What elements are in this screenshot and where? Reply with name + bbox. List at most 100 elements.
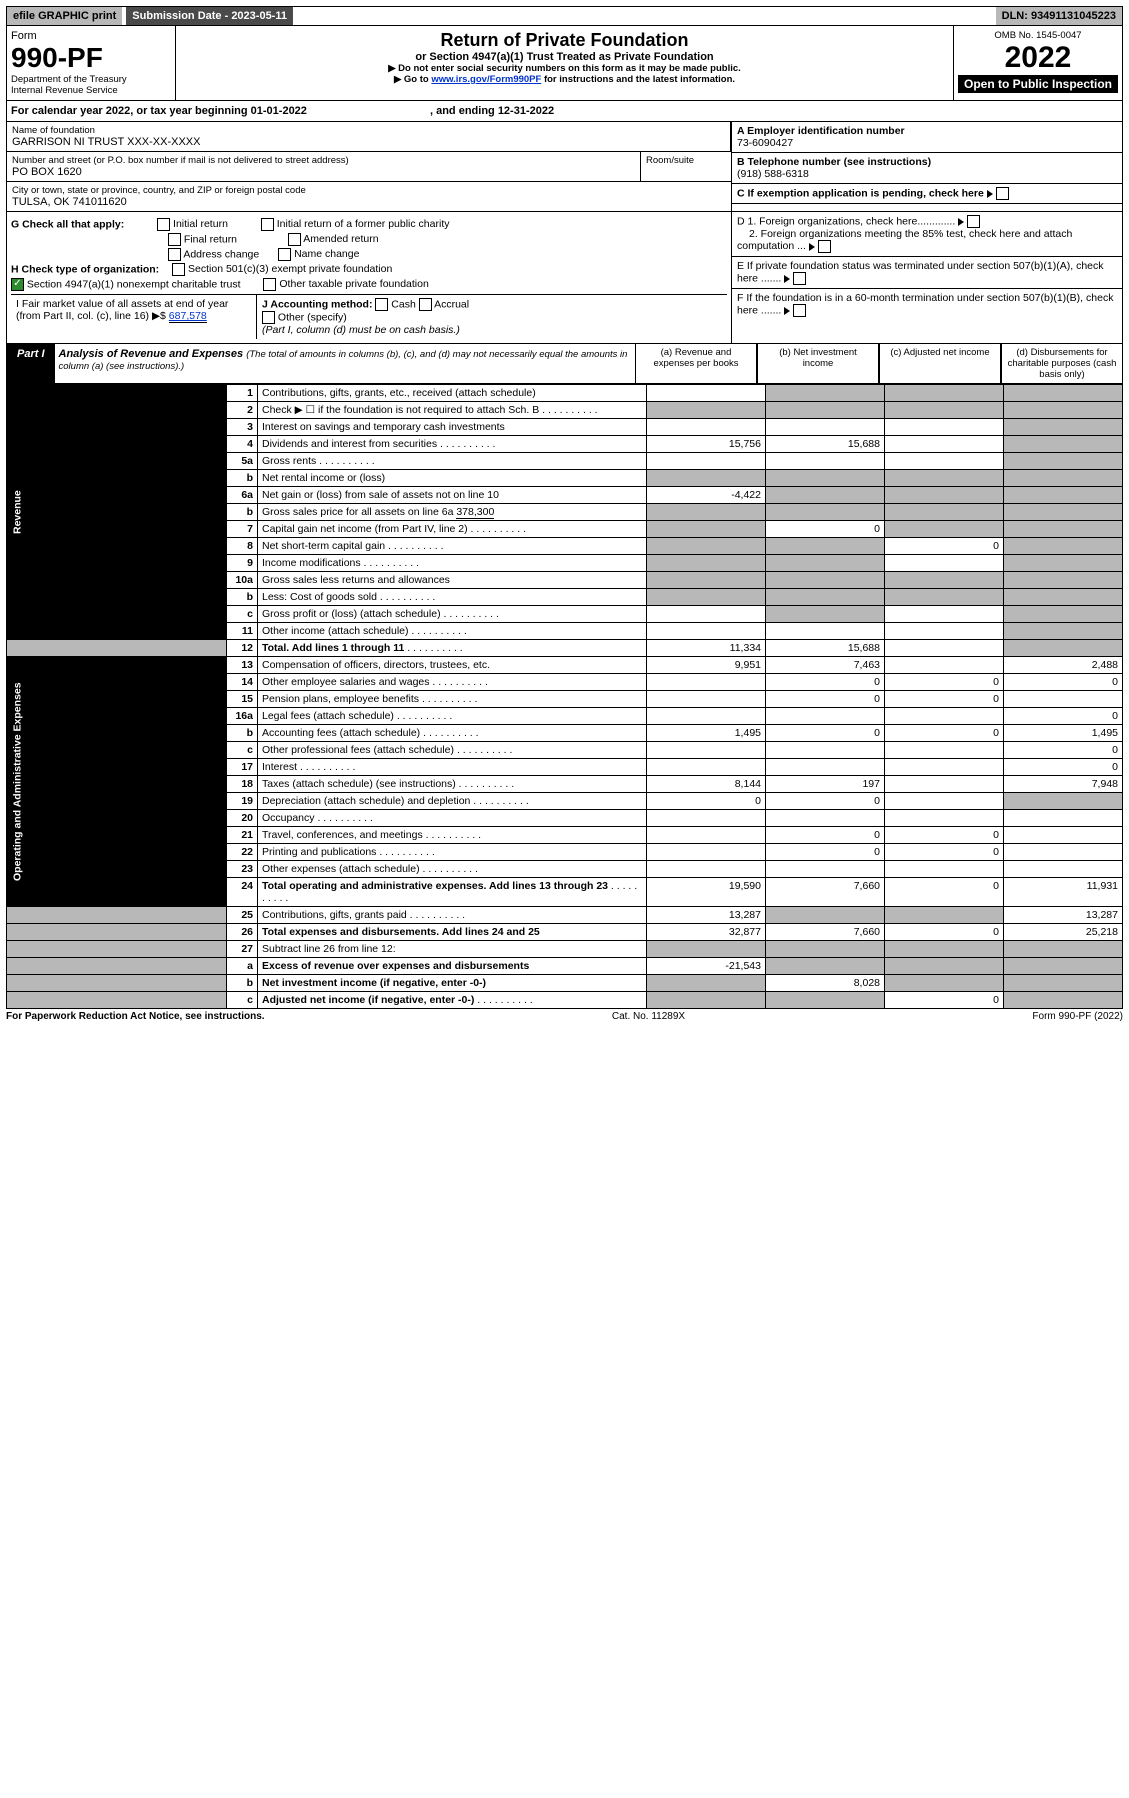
e-chk[interactable]: [793, 272, 806, 285]
val: 1,495: [1004, 725, 1123, 742]
j-other: Other (specify): [278, 311, 347, 323]
val: 32,877: [647, 924, 766, 941]
desc: Other income (attach schedule): [262, 625, 409, 637]
val: 0: [885, 691, 1004, 708]
j-other-chk[interactable]: [262, 311, 275, 324]
e-label: E If private foundation status was termi…: [737, 260, 1104, 284]
form-title: Return of Private Foundation: [180, 30, 949, 51]
val: 0: [1004, 674, 1123, 691]
ln: 4: [227, 436, 258, 453]
ln: c: [227, 992, 258, 1009]
ln: 27: [227, 941, 258, 958]
j-accr-chk[interactable]: [419, 298, 432, 311]
ln: 8: [227, 538, 258, 555]
d1-chk[interactable]: [967, 215, 980, 228]
table-row: 27Subtract line 26 from line 12:: [7, 941, 1123, 958]
ln: c: [227, 742, 258, 759]
val: 0: [766, 691, 885, 708]
h-other-chk[interactable]: [263, 278, 276, 291]
section-g-to-j: G Check all that apply: Initial return I…: [6, 212, 1123, 344]
calendar-line: For calendar year 2022, or tax year begi…: [6, 101, 1123, 122]
addr-label: Number and street (or P.O. box number if…: [12, 155, 635, 166]
desc: Interest on savings and temporary cash i…: [258, 419, 647, 436]
val: 7,463: [766, 657, 885, 674]
arrow-icon: [784, 307, 790, 315]
desc: Taxes (attach schedule) (see instruction…: [262, 778, 456, 790]
val: 7,660: [766, 878, 885, 907]
table-row: Revenue 1Contributions, gifts, grants, e…: [7, 385, 1123, 402]
submission-date: Submission Date - 2023-05-11: [126, 7, 293, 25]
g-final: Final return: [184, 233, 237, 245]
footer: For Paperwork Reduction Act Notice, see …: [6, 1009, 1123, 1022]
form-header: Form 990-PF Department of the Treasury I…: [6, 26, 1123, 101]
ln: 16a: [227, 708, 258, 725]
col-a: (a) Revenue and expenses per books: [635, 344, 757, 383]
ln: 22: [227, 844, 258, 861]
col-d: (d) Disbursements for charitable purpose…: [1001, 344, 1122, 383]
ln: 7: [227, 521, 258, 538]
desc: Accounting fees (attach schedule): [262, 727, 420, 739]
g-addr-chk[interactable]: [168, 248, 181, 261]
form-ref: Form 990-PF (2022): [1032, 1011, 1123, 1022]
goto-post: for instructions and the latest informat…: [541, 74, 735, 85]
warn1: ▶ Do not enter social security numbers o…: [180, 63, 949, 74]
val: 0: [766, 674, 885, 691]
val: -21,543: [647, 958, 766, 975]
val: 0: [1004, 742, 1123, 759]
h-4947-chk[interactable]: [11, 278, 24, 291]
g-name-chk[interactable]: [278, 248, 291, 261]
ln: 12: [227, 640, 258, 657]
desc: Contributions, gifts, grants paid: [262, 909, 407, 921]
d2-chk[interactable]: [818, 240, 831, 253]
table-row: 12Total. Add lines 1 through 1111,33415,…: [7, 640, 1123, 657]
ln: 2: [227, 402, 258, 419]
arrow-icon: [784, 275, 790, 283]
g-label: G Check all that apply:: [11, 218, 124, 230]
desc: Gross sales less returns and allowances: [258, 572, 647, 589]
h-501-chk[interactable]: [172, 263, 185, 276]
addr: PO BOX 1620: [12, 166, 635, 178]
g-initial-chk[interactable]: [157, 218, 170, 231]
g-initial2-chk[interactable]: [261, 218, 274, 231]
val: 378,300: [456, 506, 494, 519]
form-link[interactable]: www.irs.gov/Form990PF: [431, 74, 541, 85]
desc: Depreciation (attach schedule) and deple…: [262, 795, 470, 807]
id-block: Name of foundation GARRISON NI TRUST XXX…: [6, 122, 1123, 212]
f-chk[interactable]: [793, 304, 806, 317]
val: 8,028: [766, 975, 885, 992]
desc: Interest: [262, 761, 297, 773]
val: 0: [766, 521, 885, 538]
desc: Gross sales price for all assets on line…: [262, 506, 453, 518]
ln: 23: [227, 861, 258, 878]
i-value[interactable]: 687,578: [169, 310, 207, 323]
g-amend-chk[interactable]: [288, 233, 301, 246]
val: 13,287: [1004, 907, 1123, 924]
form-subtitle: or Section 4947(a)(1) Trust Treated as P…: [180, 51, 949, 63]
ln: 9: [227, 555, 258, 572]
j-accrual: Accrual: [434, 298, 469, 310]
ln: b: [227, 589, 258, 606]
c-label: C If exemption application is pending, c…: [737, 187, 984, 199]
val: 0: [885, 878, 1004, 907]
efile-label[interactable]: efile GRAPHIC print: [7, 7, 122, 25]
desc: Compensation of officers, directors, tru…: [258, 657, 647, 674]
paperwork: For Paperwork Reduction Act Notice, see …: [6, 1011, 265, 1022]
ln: 1: [227, 385, 258, 402]
val: 0: [885, 992, 1004, 1009]
j-label: J Accounting method:: [262, 298, 372, 310]
name-label: Name of foundation: [12, 125, 725, 136]
val: 15,688: [766, 436, 885, 453]
desc: Travel, conferences, and meetings: [262, 829, 423, 841]
val: 0: [766, 725, 885, 742]
val: 0: [885, 827, 1004, 844]
desc: Total. Add lines 1 through 11: [262, 642, 404, 654]
ein: 73-6090427: [737, 137, 793, 149]
g-final-chk[interactable]: [168, 233, 181, 246]
c-checkbox[interactable]: [996, 187, 1009, 200]
val: 0: [766, 844, 885, 861]
g-initial2: Initial return of a former public charit…: [277, 218, 450, 230]
val: 19,590: [647, 878, 766, 907]
open-inspection: Open to Public Inspection: [958, 75, 1118, 93]
room-label: Room/suite: [641, 152, 731, 181]
j-cash-chk[interactable]: [375, 298, 388, 311]
